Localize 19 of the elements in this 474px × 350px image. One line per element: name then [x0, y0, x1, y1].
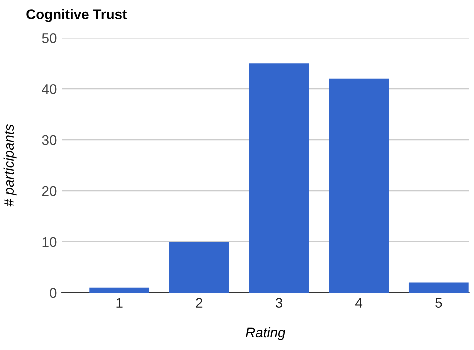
y-tick-label: 10 [42, 237, 57, 248]
chart-title: Cognitive Trust [26, 9, 127, 22]
y-tick-label: 30 [42, 135, 57, 146]
bar [90, 288, 150, 293]
y-tick-label: 0 [50, 288, 57, 298]
y-axis-title: # participants [4, 124, 17, 207]
y-tick-label: 20 [42, 186, 57, 196]
x-tick-label: 3 [276, 298, 282, 308]
bar [249, 64, 310, 293]
x-tick-label: 2 [196, 298, 203, 308]
bar [408, 282, 469, 293]
x-tick-label: 4 [356, 298, 363, 308]
x-tick-label: 5 [436, 298, 442, 308]
bar [169, 242, 230, 293]
bar [329, 78, 390, 293]
y-tick-label: 50 [42, 33, 57, 44]
x-axis-title: Rating [246, 327, 286, 340]
x-tick-label: 1 [116, 298, 123, 308]
y-tick-label: 40 [42, 84, 57, 94]
